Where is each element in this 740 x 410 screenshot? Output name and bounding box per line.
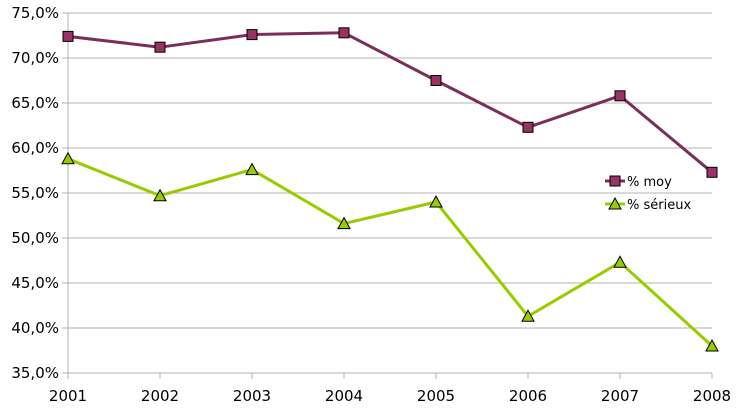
x-tick-label: 2005 (417, 387, 455, 405)
x-tick-label: 2001 (49, 387, 87, 405)
y-tick-label: 55,0% (11, 184, 59, 202)
x-tick-label: 2006 (509, 387, 547, 405)
y-tick-label: 70,0% (11, 49, 59, 67)
data-point-moy (706, 166, 718, 178)
data-point-serieux (521, 309, 535, 322)
data-point-serieux (153, 188, 167, 202)
legend: % moy % sérieux (605, 175, 691, 213)
y-tick-label: 45,0% (11, 274, 59, 292)
y-tick-label: 35,0% (11, 364, 59, 382)
y-tick-label: 50,0% (11, 229, 59, 247)
data-point-moy (62, 30, 74, 42)
y-tick-label: 60,0% (11, 139, 59, 157)
series-line-moy (67, 31, 713, 174)
data-point-serieux (705, 338, 719, 352)
legend-label-moy: % moy (627, 175, 672, 190)
axes (62, 12, 713, 379)
y-tick-label: 40,0% (11, 319, 59, 337)
data-point-serieux (61, 151, 75, 165)
data-point-moy (430, 75, 442, 86)
x-tick-label: 2004 (325, 387, 363, 405)
data-point-moy (338, 27, 350, 39)
series-group (61, 27, 719, 352)
legend-marker-moy (609, 175, 621, 187)
y-tick-labels: 35,0% 40,0% 45,0% 50,0% 55,0% 60,0% 65,0% 70,0%… (11, 4, 59, 382)
data-point-serieux (245, 162, 259, 176)
data-point-moy (522, 121, 534, 133)
y-tick-label: 75,0% (11, 4, 59, 22)
x-tick-label: 2003 (233, 387, 271, 405)
y-tick-label: 65,0% (11, 94, 59, 112)
series-line-serieux (67, 157, 714, 348)
x-tick-labels: 2001 2002 2003 2004 2005 2006 2007 2008 (49, 387, 731, 405)
data-point-moy (246, 29, 258, 41)
x-tick-label: 2007 (601, 387, 639, 405)
legend-label-serieux: % sérieux (627, 198, 691, 213)
grid-lines (68, 12, 712, 374)
x-tick-label: 2002 (141, 387, 179, 405)
data-point-moy (154, 41, 166, 53)
data-point-serieux (429, 194, 443, 208)
x-tick-label: 2008 (693, 387, 731, 405)
data-point-serieux (613, 255, 627, 268)
legend-marker-serieux (608, 196, 622, 210)
data-point-moy (614, 90, 626, 102)
data-point-serieux (337, 216, 351, 230)
